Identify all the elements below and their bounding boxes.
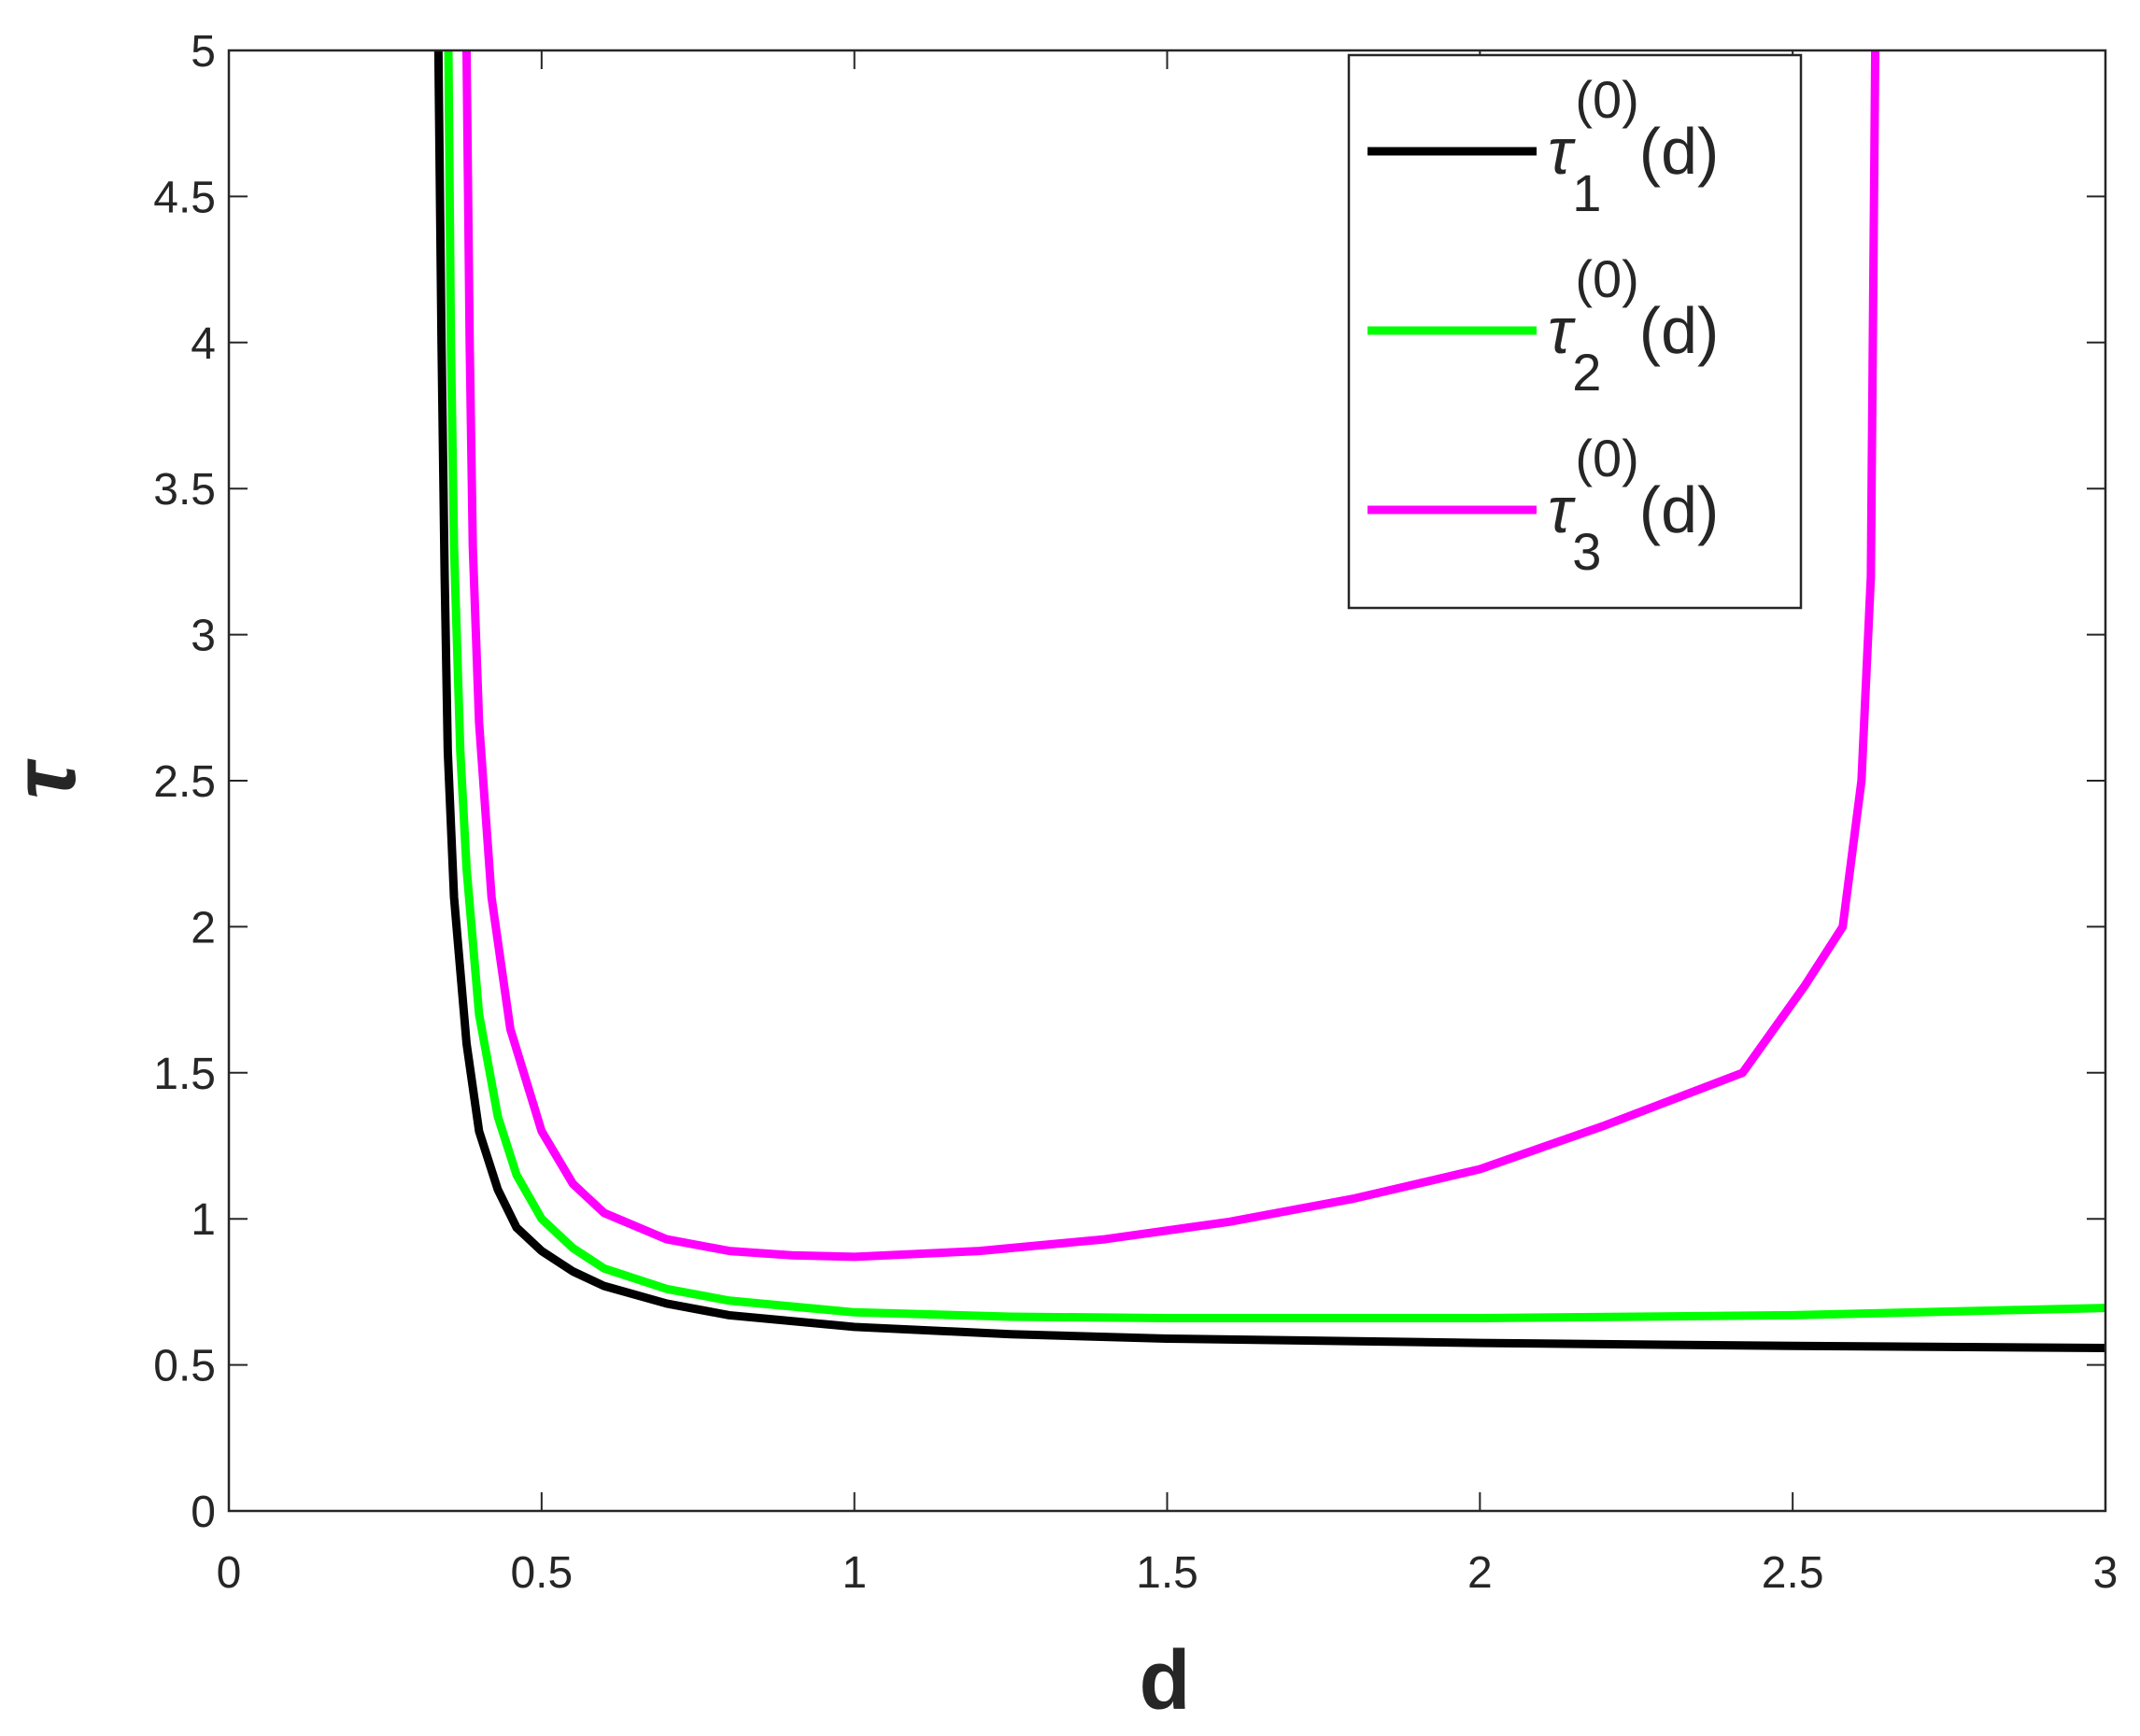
- y-tick-label: 1: [191, 1195, 216, 1245]
- data-line: [444, 50, 2105, 1323]
- x-tick-label: 0.5: [510, 1548, 573, 1598]
- legend-label: τ2(0)(d): [1548, 249, 1719, 402]
- y-tick-label: 0: [191, 1488, 216, 1537]
- y-tick-label: 4: [191, 319, 216, 369]
- plot-frame: [227, 49, 2107, 1513]
- x-tick-label: 0: [217, 1548, 242, 1598]
- legend: τ1(0)(d) τ2(0)(d) τ3(0)(d): [1347, 53, 1803, 610]
- data-line: [433, 50, 2105, 1352]
- y-tick-label: 3: [191, 612, 216, 661]
- y-tick-label: 1.5: [153, 1050, 216, 1099]
- legend-label: τ3(0)(d): [1548, 429, 1719, 581]
- x-axis-label: d: [1140, 1634, 1191, 1728]
- x-tick-label: 1.5: [1136, 1548, 1198, 1598]
- y-axis-label: τ: [0, 758, 94, 799]
- y-tick-label: 3.5: [153, 465, 216, 515]
- y-tick-label: 5: [191, 27, 216, 77]
- y-tick-label: 2.5: [153, 757, 216, 807]
- x-tick-label: 3: [2093, 1548, 2119, 1598]
- x-tick-label: 2: [1467, 1548, 1493, 1598]
- x-tick-label: 1: [842, 1548, 867, 1598]
- y-tick-label: 0.5: [153, 1342, 216, 1391]
- y-tick-label: 2: [191, 903, 216, 953]
- y-tick-label: 4.5: [153, 173, 216, 222]
- data-line: [461, 50, 1880, 1262]
- x-tick-label: 2.5: [1762, 1548, 1824, 1598]
- legend-label: τ1(0)(d): [1548, 70, 1719, 222]
